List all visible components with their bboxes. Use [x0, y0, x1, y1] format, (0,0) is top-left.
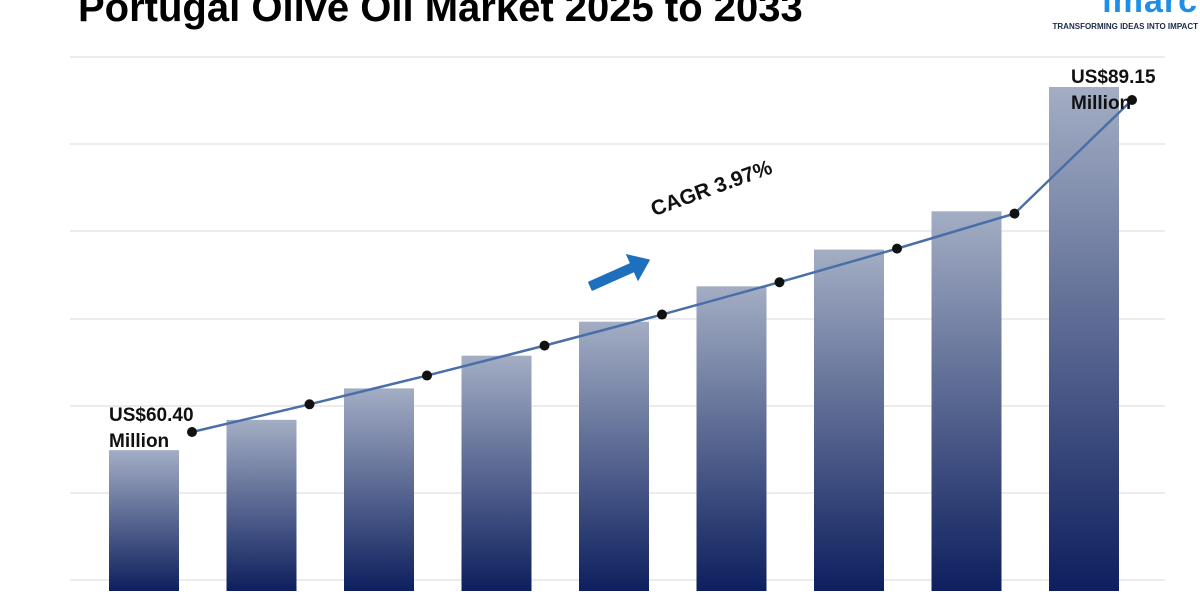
trend-point-2029	[657, 309, 667, 320]
bar-2027	[344, 388, 414, 591]
start-value: US$60.40	[109, 405, 194, 426]
imarc-logo: imarc TRANSFORMING IDEAS INTO IMPACT	[1040, 0, 1200, 36]
trend-point-2025	[187, 427, 197, 437]
bar-2030	[696, 286, 767, 591]
trend-point-2033	[1127, 95, 1137, 105]
page-title: Portugal Olive Oil Market 2025 to 2033	[78, 0, 803, 30]
bar-2028	[461, 355, 532, 591]
bar-2033	[1049, 87, 1119, 591]
start-value-label: US$60.40 Million	[109, 403, 194, 455]
end-value: US$89.15	[1071, 67, 1156, 88]
cagr-arrow-icon	[588, 254, 651, 291]
trend-point-2028	[539, 340, 550, 351]
bar-2032	[931, 211, 1002, 591]
logo-tagline: TRANSFORMING IDEAS INTO IMPACT	[1052, 22, 1198, 31]
bar-2029	[579, 321, 649, 591]
bar-2026	[226, 419, 297, 591]
end-value-label: US$89.15 Million	[1071, 65, 1156, 117]
trend-markers	[187, 95, 1137, 437]
start-unit: Million	[109, 431, 170, 452]
bar-2025	[109, 450, 179, 591]
bars	[109, 87, 1119, 591]
end-unit: Million	[1071, 93, 1132, 114]
trend-point-2031	[892, 243, 902, 254]
trend-point-2032	[1009, 208, 1020, 219]
trend-point-2030	[774, 277, 785, 288]
logo-wordmark: imarc	[1102, 0, 1198, 20]
trend-point-2026	[304, 399, 315, 410]
bar-2031	[814, 249, 884, 591]
trend-point-2027	[422, 370, 432, 381]
